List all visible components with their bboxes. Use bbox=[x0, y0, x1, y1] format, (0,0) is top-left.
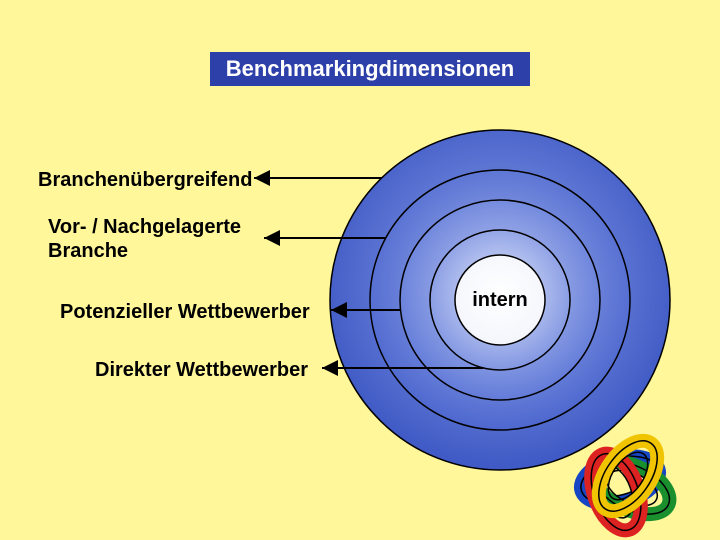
title-box: Benchmarkingdimensionen bbox=[210, 52, 530, 86]
label-potenzieller-wettbewerber: Potenzieller Wettbewerber bbox=[60, 300, 310, 324]
label-vor-nachgelagerte: Vor- / Nachgelagerte Branche bbox=[48, 215, 241, 263]
center-label: intern bbox=[472, 289, 528, 311]
label-branchenuebergreifend: Branchenübergreifend bbox=[38, 168, 252, 192]
label-direkter-wettbewerber: Direkter Wettbewerber bbox=[95, 358, 308, 382]
title-text: Benchmarkingdimensionen bbox=[226, 56, 515, 81]
diagram-stage: intern Benchmarkingdimensionen Branchenü… bbox=[0, 0, 720, 540]
